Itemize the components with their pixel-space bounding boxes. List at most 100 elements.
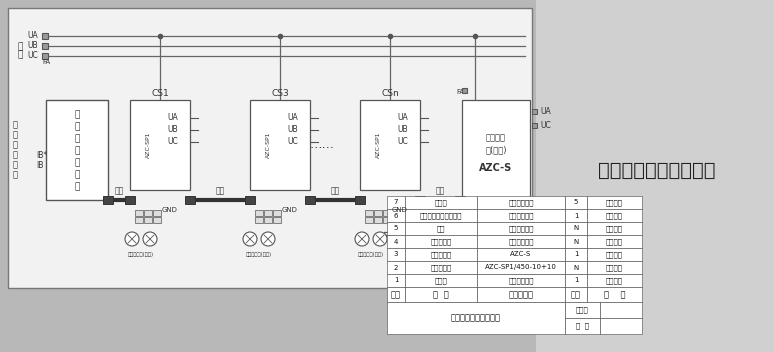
Text: 状态指示仪(可选): 状态指示仪(可选) <box>128 252 154 257</box>
Text: 二: 二 <box>12 140 18 150</box>
Bar <box>565 318 600 334</box>
Text: CS1: CS1 <box>151 88 169 98</box>
Bar <box>462 100 530 200</box>
Bar <box>405 196 477 209</box>
Bar <box>387 302 565 334</box>
Text: UB: UB <box>397 126 408 134</box>
Bar <box>387 274 405 287</box>
Text: 不带终端的共补接线图: 不带终端的共补接线图 <box>598 161 716 180</box>
Text: 源: 源 <box>18 50 23 59</box>
Text: CSn: CSn <box>381 88 399 98</box>
Text: 自选配附: 自选配附 <box>606 225 623 232</box>
Bar <box>374 217 382 223</box>
Text: 工程设计决定: 工程设计决定 <box>509 212 534 219</box>
Text: 补: 补 <box>74 122 80 132</box>
Bar <box>477 287 565 302</box>
Bar <box>387 235 405 248</box>
Text: 流: 流 <box>74 146 80 156</box>
Text: UC: UC <box>540 121 551 131</box>
Bar <box>405 261 477 274</box>
Bar <box>565 261 587 274</box>
Text: 网线: 网线 <box>215 187 224 195</box>
Bar <box>144 210 152 216</box>
Bar <box>273 217 281 223</box>
Text: UB: UB <box>287 126 298 134</box>
Bar <box>565 274 587 287</box>
Bar <box>405 248 477 261</box>
Bar <box>587 287 642 302</box>
Bar <box>477 209 565 222</box>
Bar <box>42 53 48 59</box>
Text: 2: 2 <box>394 264 398 270</box>
Bar <box>565 248 587 261</box>
Bar <box>383 210 391 216</box>
Bar <box>405 209 477 222</box>
Text: UC: UC <box>287 138 298 146</box>
Text: 不带终端的共补接线图: 不带终端的共补接线图 <box>451 314 501 322</box>
Text: N: N <box>574 226 579 232</box>
Text: 3: 3 <box>394 251 399 258</box>
Text: 图案号: 图案号 <box>576 307 589 313</box>
Text: 网线: 网线 <box>437 225 445 232</box>
Text: UB: UB <box>27 42 38 50</box>
Bar <box>245 196 255 204</box>
Text: 共: 共 <box>74 111 80 119</box>
Text: 相: 相 <box>12 131 18 139</box>
Text: 状态指示仪: 状态指示仪 <box>430 251 451 258</box>
Bar <box>565 209 587 222</box>
Text: 次: 次 <box>12 151 18 159</box>
Text: UA: UA <box>397 113 408 122</box>
Text: 器: 器 <box>74 182 80 191</box>
Bar <box>387 209 405 222</box>
Text: GND: GND <box>392 207 408 213</box>
Bar <box>477 196 565 209</box>
Bar <box>455 196 465 204</box>
Bar <box>565 196 587 209</box>
Bar <box>600 302 642 318</box>
Bar <box>264 210 272 216</box>
Text: 1: 1 <box>574 251 578 258</box>
Text: UA: UA <box>287 113 298 122</box>
Bar <box>565 287 587 302</box>
Bar <box>405 235 477 248</box>
Bar <box>587 222 642 235</box>
Text: 6: 6 <box>394 213 399 219</box>
Text: 电: 电 <box>12 161 18 170</box>
Text: FA: FA <box>42 59 50 65</box>
Text: 电缓器: 电缓器 <box>435 277 447 284</box>
Text: UC: UC <box>397 138 408 146</box>
Text: 互: 互 <box>74 158 80 168</box>
Text: GND: GND <box>162 207 178 213</box>
Text: AZC-SP1: AZC-SP1 <box>375 132 381 158</box>
Bar <box>477 261 565 274</box>
Text: 仪(可选): 仪(可选) <box>485 145 507 155</box>
Text: 电: 电 <box>74 134 80 144</box>
Text: 自选配附: 自选配附 <box>606 238 623 245</box>
Bar <box>387 261 405 274</box>
Bar <box>587 196 642 209</box>
Bar <box>360 100 420 190</box>
Bar <box>153 217 161 223</box>
Bar <box>415 196 425 204</box>
Text: UA: UA <box>540 107 551 117</box>
Text: 1: 1 <box>394 277 399 283</box>
Bar <box>587 248 642 261</box>
Text: 自选配附: 自选配附 <box>606 199 623 206</box>
Text: 状态指示: 状态指示 <box>486 133 506 143</box>
Text: 4: 4 <box>394 239 398 245</box>
Text: UC: UC <box>27 51 38 61</box>
Bar <box>42 43 48 49</box>
Text: 工程设计决定: 工程设计决定 <box>509 199 534 206</box>
Text: 总: 总 <box>12 120 18 130</box>
Text: 名  称: 名 称 <box>433 290 449 299</box>
Text: CS3: CS3 <box>271 88 289 98</box>
Text: 工程设计决定: 工程设计决定 <box>509 238 534 245</box>
Text: 5: 5 <box>394 226 398 232</box>
Circle shape <box>243 232 257 246</box>
Bar <box>153 210 161 216</box>
Bar <box>565 302 600 318</box>
Bar <box>405 222 477 235</box>
Text: IB: IB <box>36 161 43 170</box>
Bar <box>387 287 405 302</box>
Bar <box>587 274 642 287</box>
